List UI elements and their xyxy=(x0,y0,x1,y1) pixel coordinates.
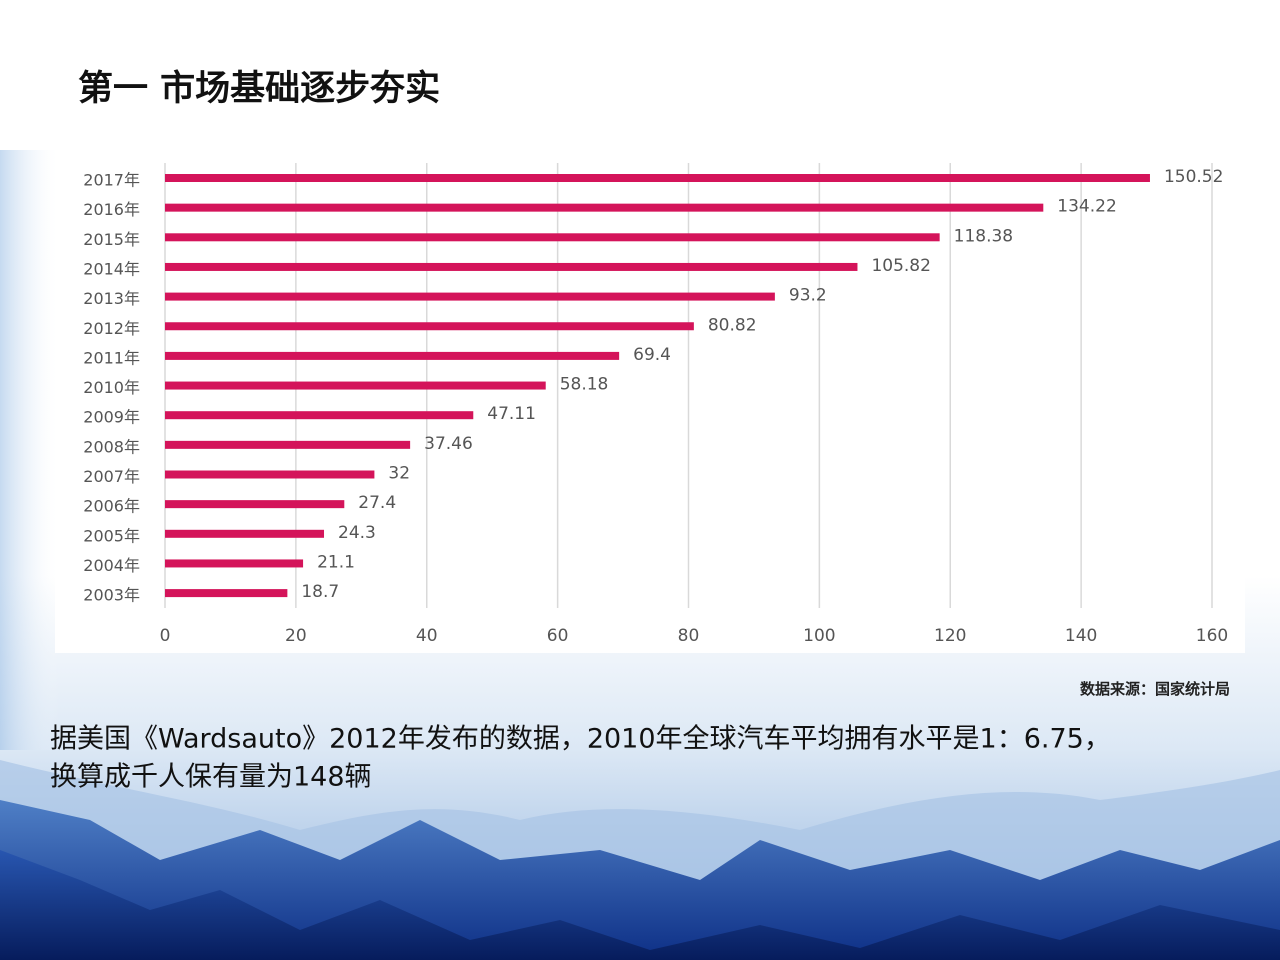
y-tick-label: 2015年 xyxy=(83,230,140,249)
y-tick-label: 2008年 xyxy=(83,437,140,456)
chart: 0 20 40 60 80 100 120 140 160 2017年 150.52 2016年 134… xyxy=(83,163,1228,646)
data-label: 27.4 xyxy=(358,493,396,513)
bar xyxy=(165,351,620,360)
y-tick-label: 2016年 xyxy=(83,200,140,219)
data-label: 18.7 xyxy=(301,582,339,602)
bar xyxy=(165,233,940,242)
y-tick-label: 2009年 xyxy=(83,408,140,427)
bar xyxy=(165,500,345,509)
data-label: 134.22 xyxy=(1057,197,1116,217)
bar xyxy=(165,529,325,538)
data-label: 37.46 xyxy=(424,434,473,454)
data-label: 118.38 xyxy=(954,226,1013,246)
y-tick-label: 2014年 xyxy=(83,259,140,278)
x-tick-label: 0 xyxy=(160,626,171,646)
bar xyxy=(165,559,304,568)
bar xyxy=(165,411,474,420)
bar xyxy=(165,292,775,301)
y-tick-label: 2005年 xyxy=(83,526,140,545)
x-tick-label: 160 xyxy=(1196,626,1228,646)
bar xyxy=(165,381,546,390)
y-tick-label: 2003年 xyxy=(83,586,140,605)
y-tick-label: 2013年 xyxy=(83,289,140,308)
x-tick-label: 120 xyxy=(934,626,966,646)
x-tick-label: 60 xyxy=(547,626,569,646)
data-label: 32 xyxy=(388,464,410,484)
data-label: 47.11 xyxy=(487,404,536,424)
bar xyxy=(165,440,411,449)
data-label: 24.3 xyxy=(338,523,376,543)
data-label: 69.4 xyxy=(633,345,671,365)
bar xyxy=(165,174,1150,182)
y-tick-label: 2012年 xyxy=(83,319,140,338)
body-text: 换算成千人保有量为148辆 xyxy=(50,762,372,793)
data-label: 58.18 xyxy=(560,375,609,395)
side-shade xyxy=(0,150,60,750)
data-label: 93.2 xyxy=(789,286,827,306)
source-note: 数据来源：国家统计局 xyxy=(1080,680,1230,698)
x-tick-label: 80 xyxy=(678,626,700,646)
bar xyxy=(165,262,858,271)
chart-area xyxy=(55,158,1245,653)
x-tick-label: 20 xyxy=(285,626,307,646)
y-tick-label: 2010年 xyxy=(83,378,140,397)
data-label: 80.82 xyxy=(708,315,757,335)
slide-title: 第一 市场基础逐步夯实 xyxy=(78,69,440,109)
data-label: 150.52 xyxy=(1164,167,1223,187)
body-text: 据美国《Wardsauto》2012年发布的数据，2010年全球汽车平均拥有水平… xyxy=(50,724,1111,755)
y-tick-label: 2006年 xyxy=(83,497,140,516)
bar xyxy=(165,589,288,598)
bar xyxy=(165,203,1044,212)
mountain-near xyxy=(0,850,1280,960)
y-tick-label: 2011年 xyxy=(83,348,140,367)
data-label: 105.82 xyxy=(871,256,930,276)
data-label: 21.1 xyxy=(317,552,355,572)
x-tick-label: 40 xyxy=(416,626,438,646)
y-tick-label: 2004年 xyxy=(83,556,140,575)
bar xyxy=(165,470,375,479)
x-tick-label: 140 xyxy=(1065,626,1097,646)
y-tick-label: 2017年 xyxy=(83,171,140,190)
y-tick-label: 2007年 xyxy=(83,467,140,486)
x-tick-label: 100 xyxy=(803,626,835,646)
bar xyxy=(165,322,694,331)
